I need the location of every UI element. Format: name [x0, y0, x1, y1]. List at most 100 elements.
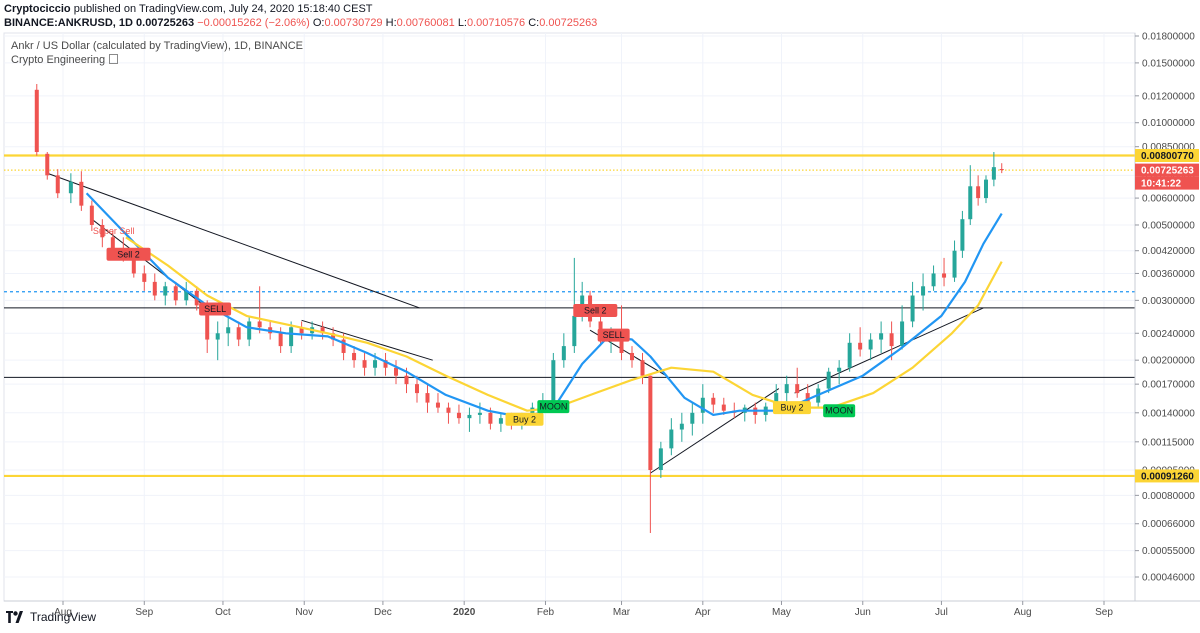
- yellow-ma-line: [125, 236, 1003, 412]
- candle-body: [100, 224, 105, 238]
- x-tick-label: Nov: [295, 607, 313, 618]
- candle-body: [404, 375, 409, 385]
- price-axis-labels: 0.00800770 0.00725263 10:41:22 0.00091260: [1135, 148, 1199, 483]
- candle-body: [320, 327, 325, 334]
- candle-body: [498, 418, 503, 424]
- candle-body: [414, 384, 419, 394]
- x-tick-label: May: [772, 607, 791, 618]
- y-tick-label: 0.00046000: [1142, 573, 1195, 584]
- candle-body: [425, 393, 430, 403]
- candle-body: [456, 412, 461, 419]
- candle-body: [89, 205, 94, 225]
- candle-body: [976, 186, 981, 199]
- candle-body: [477, 412, 482, 415]
- x-tick-label: Sep: [1095, 607, 1113, 618]
- x-tick-label: Dec: [374, 607, 392, 618]
- super-sell-label: Super Sell: [93, 226, 135, 236]
- plot-area[interactable]: [3, 32, 1136, 602]
- moon-signal-label: MOON: [539, 402, 567, 412]
- price-label-text: 0.00800770: [1141, 151, 1194, 162]
- candle-body: [991, 167, 996, 180]
- candle-body: [868, 339, 873, 350]
- candle-body: [173, 286, 178, 301]
- candle-body: [55, 175, 60, 194]
- candle-body: [690, 412, 695, 424]
- candle-body: [984, 179, 989, 199]
- candle-body: [226, 327, 231, 334]
- y-tick-label: 0.01500000: [1142, 58, 1195, 69]
- moving-average-lines: [85, 192, 1003, 420]
- candle-body: [619, 333, 624, 353]
- candle-body: [551, 360, 556, 403]
- price-axis[interactable]: 0.01800000 0.01500000 0.01200000 0.01000000…: [1135, 32, 1195, 584]
- chart-header: Cryptociccio published on TradingView.co…: [4, 2, 597, 30]
- candle-body: [163, 286, 168, 296]
- price-change: −0.00015262 (−2.06%): [197, 17, 310, 29]
- candle-body: [68, 181, 73, 194]
- price-label-text: 10:41:22: [1141, 179, 1181, 190]
- y-tick-label: 0.00200000: [1142, 356, 1195, 367]
- trend-line: [47, 172, 420, 309]
- price-label-text: 0.00091260: [1141, 471, 1194, 482]
- high-label: H:: [385, 17, 397, 29]
- candle-body: [774, 393, 779, 407]
- candle-body: [960, 219, 965, 251]
- candle-body: [341, 339, 346, 353]
- tradingview-brand: TradingView: [30, 610, 97, 624]
- candle-body: [446, 407, 451, 413]
- candle-body: [257, 321, 262, 328]
- candle-body: [572, 315, 577, 347]
- moon-signal-badge: [823, 404, 856, 418]
- candle-body: [236, 327, 241, 340]
- candle-body: [278, 333, 283, 347]
- candle-body: [383, 360, 388, 368]
- tradingview-logo-icon: [6, 611, 23, 623]
- sell-signal-label: Sell 2: [117, 249, 140, 259]
- low-value: 0.00710576: [467, 17, 526, 29]
- y-tick-label: 0.00240000: [1142, 329, 1195, 340]
- y-tick-label: 0.01200000: [1142, 91, 1195, 102]
- y-tick-label: 0.01000000: [1142, 118, 1195, 129]
- blue-ma-line: [85, 192, 1003, 420]
- x-tick-label: Feb: [537, 607, 555, 618]
- candle-body: [968, 186, 973, 220]
- candle-body: [721, 404, 726, 411]
- publisher-name[interactable]: Cryptociccio: [4, 3, 71, 15]
- indicator-legend[interactable]: Crypto Engineering: [11, 54, 119, 66]
- x-tick-label: Apr: [695, 607, 711, 618]
- open-label: O:: [312, 17, 325, 29]
- horizontal-levels[interactable]: [4, 154, 1135, 478]
- candle-body: [858, 342, 863, 350]
- tradingview-footer[interactable]: TradingView: [6, 610, 96, 624]
- candle-body: [299, 327, 304, 334]
- candle-body: [889, 333, 894, 347]
- sell-signal-label: SELL: [603, 330, 625, 340]
- candle-body: [837, 367, 842, 372]
- time-axis[interactable]: Aug Sep Oct Nov Dec 2020 Feb Mar Apr May Jun Jul Aug…: [54, 601, 1113, 618]
- price-label-box: [1135, 148, 1199, 162]
- candle-body: [630, 352, 635, 361]
- price-label-box: [1135, 176, 1199, 190]
- x-tick-label: Mar: [613, 607, 631, 618]
- candle-body: [640, 360, 645, 376]
- y-tick-label: 0.00500000: [1142, 220, 1195, 231]
- sell-signal-badge: [199, 302, 232, 316]
- y-tick-label: 0.00055000: [1142, 546, 1195, 557]
- pane-symbol-title: Ankr / US Dollar (calculated by TradingV…: [11, 40, 304, 52]
- candle-body: [205, 305, 210, 340]
- price-label-text: 0.00725263: [1141, 166, 1194, 177]
- candle-body: [826, 371, 831, 389]
- candle-body: [289, 327, 294, 347]
- y-tick-label: 0.00300000: [1142, 296, 1195, 307]
- candle-body: [931, 273, 936, 287]
- y-tick-label: 0.00600000: [1142, 194, 1195, 205]
- candle-body: [900, 321, 905, 347]
- y-tick-label: 0.00140000: [1142, 408, 1195, 419]
- buy-signal-label: Buy 2: [513, 414, 536, 424]
- candle-body: [847, 342, 852, 368]
- info-box-icon[interactable]: [109, 54, 119, 64]
- candle-body: [952, 250, 957, 278]
- candle-body: [942, 273, 947, 278]
